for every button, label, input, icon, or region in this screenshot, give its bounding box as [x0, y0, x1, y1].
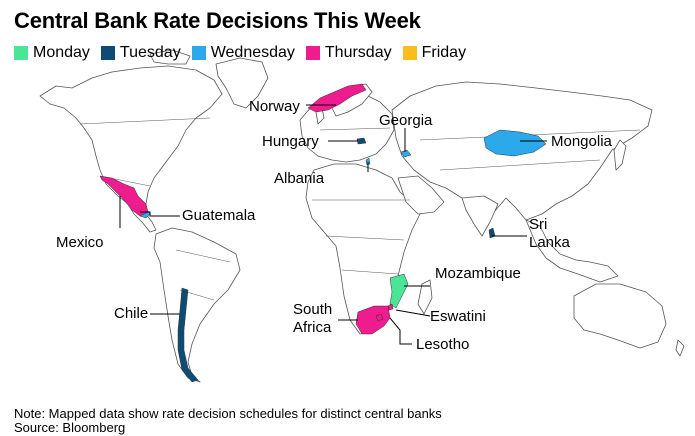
source-note: Source: Bloomberg [14, 420, 126, 435]
leader-lines [119, 104, 547, 345]
greenland [215, 57, 269, 109]
country-mozambique [389, 273, 409, 309]
australia [573, 283, 667, 349]
madagascar [417, 279, 433, 315]
india [461, 195, 499, 237]
legend-item-monday: Monday [14, 44, 90, 62]
guatemala-leader [140, 211, 180, 217]
country-mexico [99, 175, 149, 217]
legend-label-thursday: Thursday [324, 44, 392, 61]
country-hungary [356, 137, 367, 145]
canada-islands [149, 49, 191, 65]
country-eswatini [387, 303, 394, 311]
label-mozambique: Mozambique [435, 265, 521, 282]
legend-item-tuesday: Tuesday [100, 44, 181, 62]
legend-label-friday: Friday [421, 44, 467, 61]
label-lesotho: Lesotho [416, 336, 470, 353]
label-hungary: Hungary [262, 133, 319, 150]
label-eswatini: Eswatini [430, 308, 486, 325]
chart-title: Central Bank Rate Decisions This Week [14, 8, 421, 33]
arabia [397, 175, 445, 215]
legend: Monday Tuesday Wednesday Thursday Friday [14, 44, 477, 62]
legend-item-friday: Friday [402, 44, 467, 62]
legend-label-tuesday: Tuesday [119, 44, 181, 61]
country-chile [177, 287, 199, 383]
legend-label-monday: Monday [33, 44, 90, 61]
label-sri-lanka: Sri Lanka [529, 216, 570, 251]
country-mongolia [483, 129, 547, 157]
footnote: Note: Mapped data show rate decision sch… [14, 406, 442, 421]
eswatini-leader [395, 309, 431, 317]
label-albania: Albania [274, 170, 325, 187]
legend-swatch-monday [14, 46, 28, 60]
new-zealand [675, 339, 685, 357]
legend-swatch-friday [402, 46, 417, 60]
country-albania [365, 157, 371, 166]
country-south-africa [355, 305, 391, 335]
legend-label-wednesday: Wednesday [210, 44, 295, 61]
legend-swatch-thursday [305, 46, 320, 60]
label-mexico: Mexico [56, 234, 104, 251]
label-georgia: Georgia [379, 112, 433, 129]
label-mongolia: Mongolia [551, 133, 612, 150]
label-south-africa: South Africa [293, 301, 333, 336]
lesotho-leader [389, 317, 412, 345]
legend-item-thursday: Thursday [305, 44, 392, 62]
label-norway: Norway [249, 98, 300, 115]
label-chile: Chile [114, 305, 149, 322]
legend-item-wednesday: Wednesday [191, 44, 295, 62]
japan [613, 139, 627, 171]
label-guatemala: Guatemala [182, 207, 256, 224]
legend-swatch-tuesday [100, 46, 115, 60]
legend-swatch-wednesday [191, 46, 206, 60]
southeast-asia [525, 219, 619, 283]
country-lesotho [375, 313, 384, 322]
south-america [153, 227, 241, 383]
north-america [39, 65, 223, 211]
